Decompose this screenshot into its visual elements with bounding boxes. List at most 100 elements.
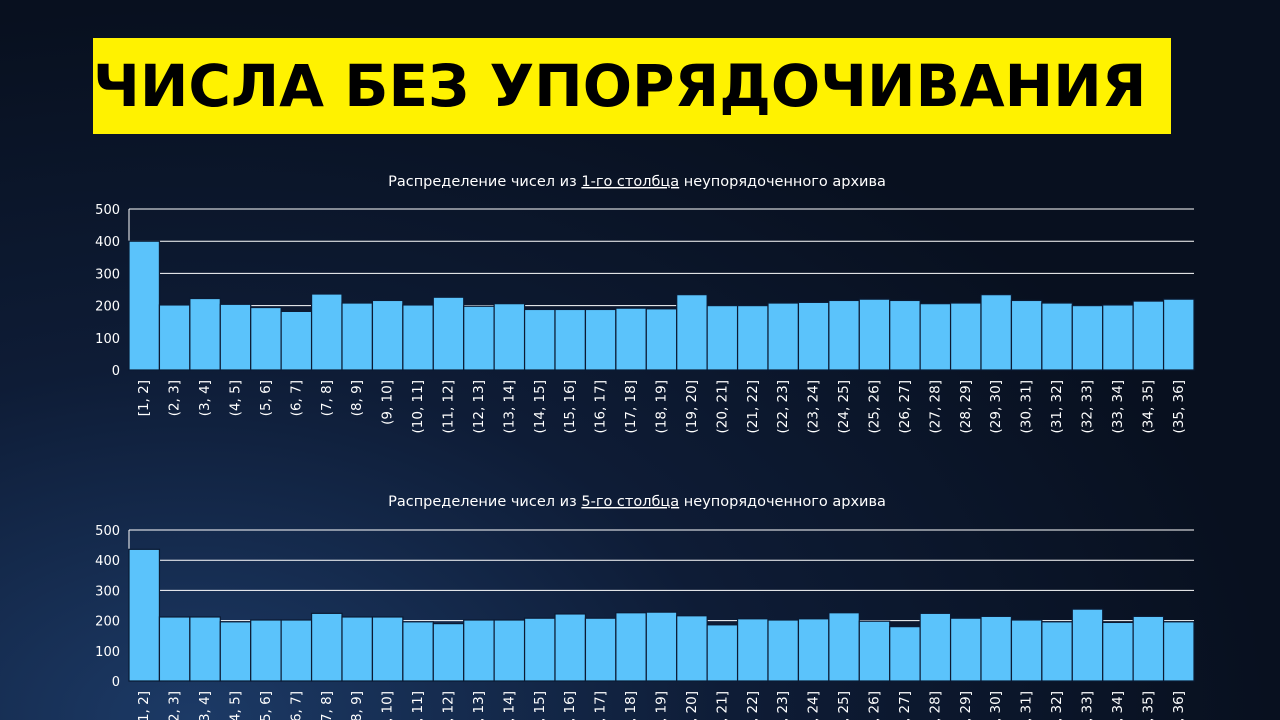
bar (189, 616, 221, 682)
x-tick-label: (15, 16] (562, 380, 578, 433)
y-tick-labels: 0 100 200 300 400 500 (95, 524, 120, 690)
bar (889, 626, 921, 682)
x-tick-label: (10, 11] (410, 691, 426, 720)
x-tick-label: (10, 11] (410, 380, 426, 433)
bar (1010, 619, 1043, 682)
chart-title: Распределение чисел из 1-го столбца неуп… (388, 174, 886, 190)
x-tick-label: (17, 18] (623, 691, 639, 720)
x-tick-label: (4, 5] (228, 380, 244, 416)
bar (493, 619, 526, 682)
chart-column-1: Распределение чисел из 1-го столбца неуп… (95, 174, 1195, 433)
bar (310, 612, 343, 682)
x-tick-label: (20, 21] (714, 691, 730, 720)
bar (1010, 299, 1043, 371)
bar (706, 305, 739, 371)
x-tick-label: (21, 22] (745, 691, 761, 720)
x-tick-label: (8, 9] (349, 691, 365, 720)
x-tick-label: (26, 27] (897, 380, 913, 433)
y-tick-label: 200 (95, 615, 120, 630)
y-tick-label: 400 (95, 554, 120, 569)
y-tick-label: 0 (112, 364, 120, 379)
x-tick-label: (22, 23] (775, 691, 791, 720)
bar (706, 624, 739, 682)
x-tick-labels: [1, 2] (2, 3] (3, 4] (4, 5] (5, 6] (6, 7] (7, … (136, 691, 1187, 720)
bar (980, 615, 1013, 682)
bar (280, 619, 313, 682)
x-tick-label: (30, 31] (1019, 380, 1035, 433)
x-tick-label: (34, 35] (1140, 691, 1156, 720)
x-tick-label: (14, 15] (532, 691, 548, 720)
x-tick-label: (14, 15] (532, 380, 548, 433)
x-tick-label: (4, 5] (228, 691, 244, 720)
x-tick-label: (5, 6] (258, 380, 274, 416)
bar (219, 303, 252, 371)
bar (1132, 300, 1165, 371)
x-tick-label: (15, 16] (562, 691, 578, 720)
bar (463, 305, 495, 371)
bar (858, 298, 891, 371)
x-tick-label: (2, 3] (167, 380, 183, 416)
bar (1102, 304, 1134, 371)
x-tick-label: (11, 12] (441, 380, 457, 433)
x-tick-label: (33, 34] (1110, 691, 1126, 720)
slide-title: ЧИСЛА БЕЗ УПОРЯДОЧИВАНИЯ (93, 52, 1147, 120)
chart-title-post: неупорядоченного архива (679, 494, 886, 510)
x-tick-label: (12, 13] (471, 380, 487, 433)
x-tick-label: (19, 20] (684, 380, 700, 433)
x-tick-label: (17, 18] (623, 380, 639, 433)
bar (554, 613, 587, 682)
bar (1041, 621, 1073, 682)
x-tick-label: (23, 24] (806, 380, 822, 433)
bar (158, 304, 191, 371)
x-tick-label: (25, 26] (867, 380, 883, 433)
x-tick-label: (3, 4] (197, 380, 213, 416)
chart-title-underlined: 1-го столбца (581, 174, 679, 190)
x-tick-label: (11, 12] (441, 691, 457, 720)
bar (919, 303, 952, 371)
bar (1041, 302, 1073, 371)
y-tick-label: 500 (95, 524, 120, 539)
x-tick-label: (30, 31] (1019, 691, 1035, 720)
y-tick-label: 300 (95, 267, 120, 282)
chart-title-pre: Распределение чисел из (388, 174, 581, 190)
x-tick-label: (35, 36] (1171, 691, 1187, 720)
x-tick-label: [1, 2] (136, 380, 152, 416)
x-tick-label: (31, 32] (1049, 691, 1065, 720)
x-tick-label: (34, 35] (1140, 380, 1156, 433)
bar (645, 308, 678, 371)
bar (250, 306, 282, 371)
bar (219, 621, 252, 682)
x-tick-label: (3, 4] (197, 691, 213, 720)
x-tick-label: (7, 8] (319, 691, 335, 720)
bar (797, 618, 830, 682)
x-tick-label: (28, 29] (958, 691, 974, 720)
y-tick-label: 500 (95, 203, 120, 218)
x-tick-label: (28, 29] (958, 380, 974, 433)
bar (280, 310, 313, 371)
x-tick-label: [1, 2] (136, 691, 152, 720)
x-tick-label: (25, 26] (867, 691, 883, 720)
y-tick-label: 100 (95, 332, 120, 347)
bar (341, 302, 374, 371)
y-tick-label: 400 (95, 235, 120, 250)
bar (797, 301, 830, 371)
x-tick-label: (35, 36] (1171, 380, 1187, 433)
bar (1132, 615, 1165, 682)
x-tick-label: (19, 20] (684, 691, 700, 720)
bar (128, 240, 161, 371)
x-tick-label: (7, 8] (319, 380, 335, 416)
y-tick-label: 0 (112, 675, 120, 690)
chart-title: Распределение чисел из 5-го столбца неуп… (388, 494, 886, 510)
y-tick-label: 100 (95, 645, 120, 660)
bar (523, 617, 556, 682)
x-tick-label: (22, 23] (775, 380, 791, 433)
x-tick-label: (9, 10] (380, 691, 396, 720)
bars (128, 548, 1195, 682)
x-tick-label: (29, 30] (988, 380, 1004, 433)
bar (432, 296, 465, 371)
x-tick-label: (27, 28] (927, 380, 943, 433)
bar (158, 616, 191, 682)
x-tick-label: (29, 30] (988, 691, 1004, 720)
bar (402, 304, 434, 371)
bar (676, 615, 708, 682)
